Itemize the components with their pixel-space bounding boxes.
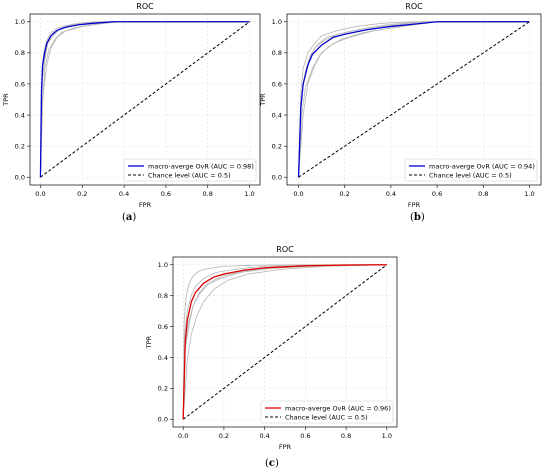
x-tick-label: 1.0 <box>244 190 254 198</box>
x-tick-label: 0.6 <box>161 190 171 198</box>
y-axis-label: TPR <box>2 93 10 107</box>
class-roc-curve <box>298 21 530 178</box>
chart-title: ROC <box>405 2 423 11</box>
legend-box <box>123 158 257 182</box>
chart-panel-c: 0.0 0.2 0.4 0.6 0.8 1.0 0.0 0.2 0.4 0.6 0.8 1.0 ROC F… <box>135 240 415 472</box>
y-tick-label: 0.8 <box>272 49 282 57</box>
legend-box <box>404 158 538 182</box>
chance-level-line <box>182 264 388 420</box>
class-roc-curve <box>40 21 250 178</box>
y-axis-label: TPR <box>145 335 153 349</box>
class-roc-curve <box>182 264 387 420</box>
y-tick-label: 0.6 <box>158 323 168 331</box>
roc-chart-c: 0.0 0.2 0.4 0.6 0.8 1.0 0.0 0.2 0.4 0.6 0.8 1.0 ROC F… <box>145 245 398 451</box>
plot-frame <box>286 13 542 186</box>
y-tick-label: 0.2 <box>15 142 25 150</box>
x-tick-label: 0.8 <box>478 190 488 198</box>
x-axis-label: FPR <box>279 443 292 451</box>
y-tick-label: 0.4 <box>158 354 168 362</box>
chart-panel-a: 0.0 0.2 0.4 0.6 0.8 1.0 0.0 0.2 0.4 0.6 0.8 1.0 ROC F… <box>0 0 275 236</box>
macro-average-roc-curve <box>297 21 530 178</box>
x-axis-label: FPR <box>139 201 152 209</box>
x-tick-label: 0.2 <box>219 432 229 440</box>
y-tick-label: 0.6 <box>272 80 282 88</box>
class-roc-curve <box>298 21 530 178</box>
legend-entry: macro-averge OvR (AUC = 0.98) <box>148 162 254 170</box>
y-tick-label: 1.0 <box>272 18 282 26</box>
class-roc-curve <box>182 264 387 420</box>
caption-a: (a) <box>122 212 137 223</box>
y-tick-label: 0.4 <box>272 111 282 119</box>
roc-chart-a: 0.0 0.2 0.4 0.6 0.8 1.0 0.0 0.2 0.4 0.6 0.8 1.0 ROC F… <box>2 2 261 209</box>
y-tick-label: 0.2 <box>272 142 282 150</box>
y-tick-label: 0.8 <box>158 292 168 300</box>
class-roc-curve <box>182 264 387 420</box>
x-tick-label: 0.4 <box>119 190 129 198</box>
legend-entry: macro-averge OvR (AUC = 0.94) <box>429 162 535 170</box>
x-tick-label: 0.4 <box>259 432 269 440</box>
y-tick-label: 1.0 <box>158 261 168 269</box>
y-tick-label: 0.4 <box>15 111 25 119</box>
caption-c: (c) <box>265 458 279 469</box>
x-tick-label: 0.6 <box>432 190 442 198</box>
x-axis-label: FPR <box>408 201 421 209</box>
chart-title: ROC <box>276 245 294 254</box>
chance-level-line <box>40 21 250 178</box>
macro-average-roc-curve <box>182 264 387 420</box>
x-tick-label: 0.0 <box>178 432 188 440</box>
y-tick-label: 0.6 <box>15 80 25 88</box>
x-tick-label: 1.0 <box>382 432 392 440</box>
y-tick-label: 1.0 <box>15 18 25 26</box>
x-tick-label: 1.0 <box>524 190 534 198</box>
x-tick-label: 0.2 <box>340 190 350 198</box>
y-tick-label: 0.2 <box>158 385 168 393</box>
class-roc-curve <box>182 264 387 420</box>
chart-panel-b: 0.0 0.2 0.4 0.6 0.8 1.0 0.0 0.2 0.4 0.6 0.8 1.0 ROC F… <box>259 0 550 236</box>
legend-entry: macro-averge OvR (AUC = 0.96) <box>285 404 391 412</box>
x-tick-label: 0.0 <box>35 190 45 198</box>
macro-average-roc-curve <box>39 21 250 178</box>
x-tick-label: 0.2 <box>77 190 87 198</box>
x-tick-label: 0.8 <box>203 190 213 198</box>
legend-box <box>260 400 394 424</box>
legend-entry: Chance level (AUC = 0.5) <box>285 413 368 421</box>
plot-frame <box>172 256 398 428</box>
plot-frame <box>29 13 261 186</box>
legend-entry: Chance level (AUC = 0.5) <box>429 171 512 179</box>
y-axis-label: TPR <box>259 93 267 107</box>
chart-title: ROC <box>136 2 154 11</box>
roc-chart-b: 0.0 0.2 0.4 0.6 0.8 1.0 0.0 0.2 0.4 0.6 0.8 1.0 ROC F… <box>259 2 542 209</box>
x-tick-label: 0.6 <box>300 432 310 440</box>
y-tick-label: 0.0 <box>15 174 25 182</box>
y-tick-label: 0.0 <box>272 174 282 182</box>
x-tick-label: 0.8 <box>341 432 351 440</box>
caption-b: (b) <box>410 212 425 223</box>
x-tick-label: 0.0 <box>293 190 303 198</box>
chance-level-line <box>298 21 530 178</box>
y-tick-label: 0.8 <box>15 49 25 57</box>
legend-entry: Chance level (AUC = 0.5) <box>148 171 231 179</box>
y-tick-label: 0.0 <box>158 416 168 424</box>
x-tick-label: 0.4 <box>386 190 396 198</box>
